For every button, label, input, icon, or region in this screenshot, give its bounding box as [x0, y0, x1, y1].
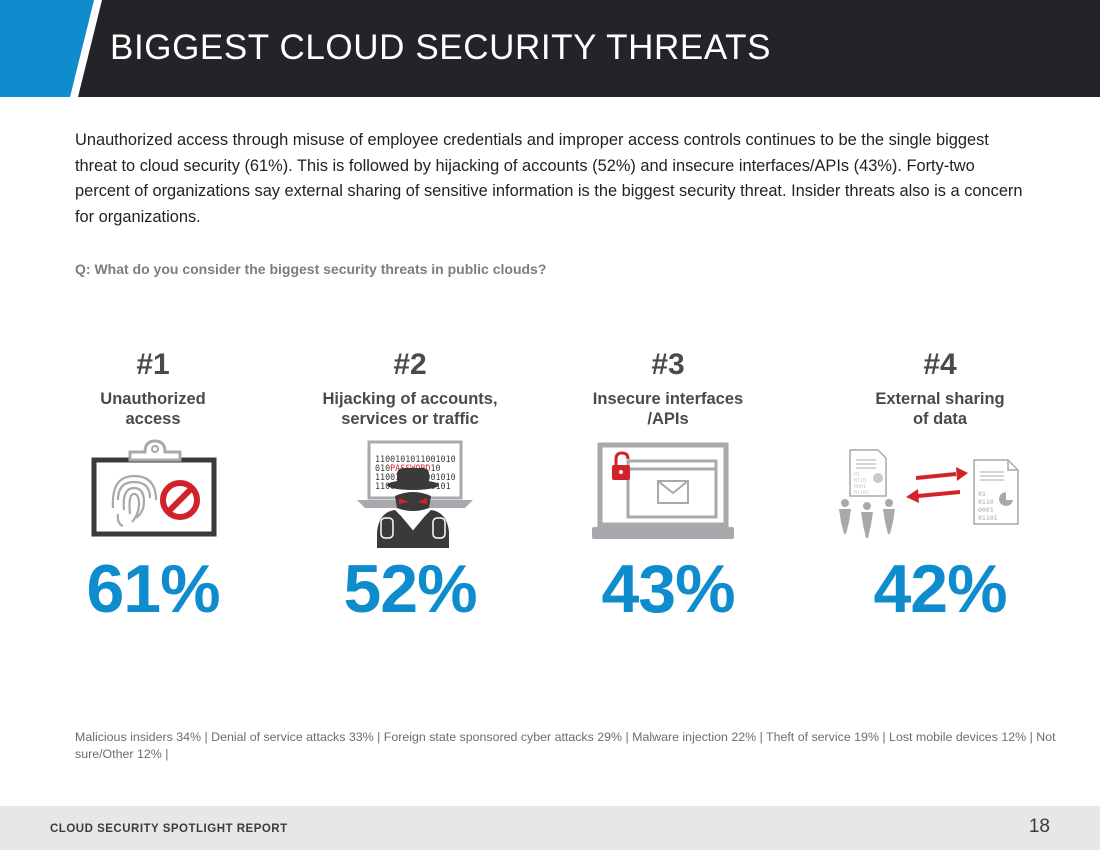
threat-percent: 42%: [873, 551, 1007, 627]
threat-label-line1: Insecure interfaces: [592, 390, 744, 408]
header-accent-shape: [0, 0, 102, 97]
threat-rank: #1: [136, 348, 170, 381]
doc-left-line-1: 01: [854, 472, 860, 478]
threat-rank: #2: [393, 348, 427, 381]
binary-suffix: 10: [430, 463, 440, 473]
threat-label: Insecure interfaces /APIs: [548, 390, 788, 430]
other-threats-list: Malicious insiders 34% | Denial of servi…: [75, 730, 1056, 761]
binary-prefix: 010: [375, 463, 390, 473]
threat-label: External sharing of data: [820, 390, 1060, 430]
doc-left-line-2: 0110: [854, 478, 866, 484]
threat-label-line1: Hijacking of accounts,: [322, 390, 498, 408]
doc-left-line-4: 01101: [854, 490, 869, 496]
threat-rank: #3: [651, 348, 685, 381]
threat-label-line2: services or traffic: [341, 409, 479, 428]
people-documents-exchange-icon: 01 0110 0001 01101 01 0110 0001 01101: [839, 449, 1019, 538]
threat-4: #4 External sharing of data: [820, 345, 1060, 430]
doc-right-line-4: 01101: [978, 514, 998, 522]
threat-percent: 43%: [601, 551, 735, 627]
binary-line-1: 1100101011001010: [375, 454, 456, 464]
intro-paragraph: Unauthorized access through misuse of em…: [75, 131, 1023, 226]
threat-label-line1: External sharing: [875, 390, 1005, 408]
hacker-laptop-password-icon: 1100101011001010 010PASSWORD10 110010101…: [357, 440, 473, 548]
threat-percent: 52%: [343, 551, 477, 627]
header-bar: BIGGEST CLOUD SECURITY THREATS: [0, 0, 1100, 97]
threat-rank: #4: [923, 348, 957, 381]
threat-label-line2: of data: [912, 409, 968, 428]
doc-left-line-3: 0001: [854, 484, 866, 490]
clipboard-fingerprint-blocked-icon: [91, 439, 217, 537]
doc-right-line-3: 0001: [978, 506, 994, 514]
laptop-unlocked-mail-icon: [592, 442, 734, 539]
doc-right-line-2: 0110: [978, 498, 994, 506]
survey-question: Q: What do you consider the biggest secu…: [75, 261, 547, 277]
threat-label-line2: access: [125, 409, 181, 428]
threat-label: Unauthorized access: [33, 390, 273, 430]
footer-report-title: CLOUD SECURITY SPOTLIGHT REPORT: [50, 823, 288, 835]
threat-percent: 61%: [86, 551, 220, 627]
threat-label-line2: /APIs: [647, 409, 689, 428]
threat-label-line1: Unauthorized: [100, 390, 206, 408]
threat-2: #2 Hijacking of accounts, services or tr…: [290, 345, 530, 430]
page-number: 18: [1028, 816, 1050, 837]
footer-bar: CLOUD SECURITY SPOTLIGHT REPORT 18: [0, 806, 1100, 850]
doc-right-line-1: 01: [978, 490, 986, 498]
threat-3: #3 Insecure interfaces /APIs: [548, 345, 788, 430]
threat-label: Hijacking of accounts, services or traff…: [290, 390, 530, 430]
threat-1: #1 Unauthorized access: [33, 345, 273, 430]
page-title: BIGGEST CLOUD SECURITY THREATS: [110, 28, 772, 67]
